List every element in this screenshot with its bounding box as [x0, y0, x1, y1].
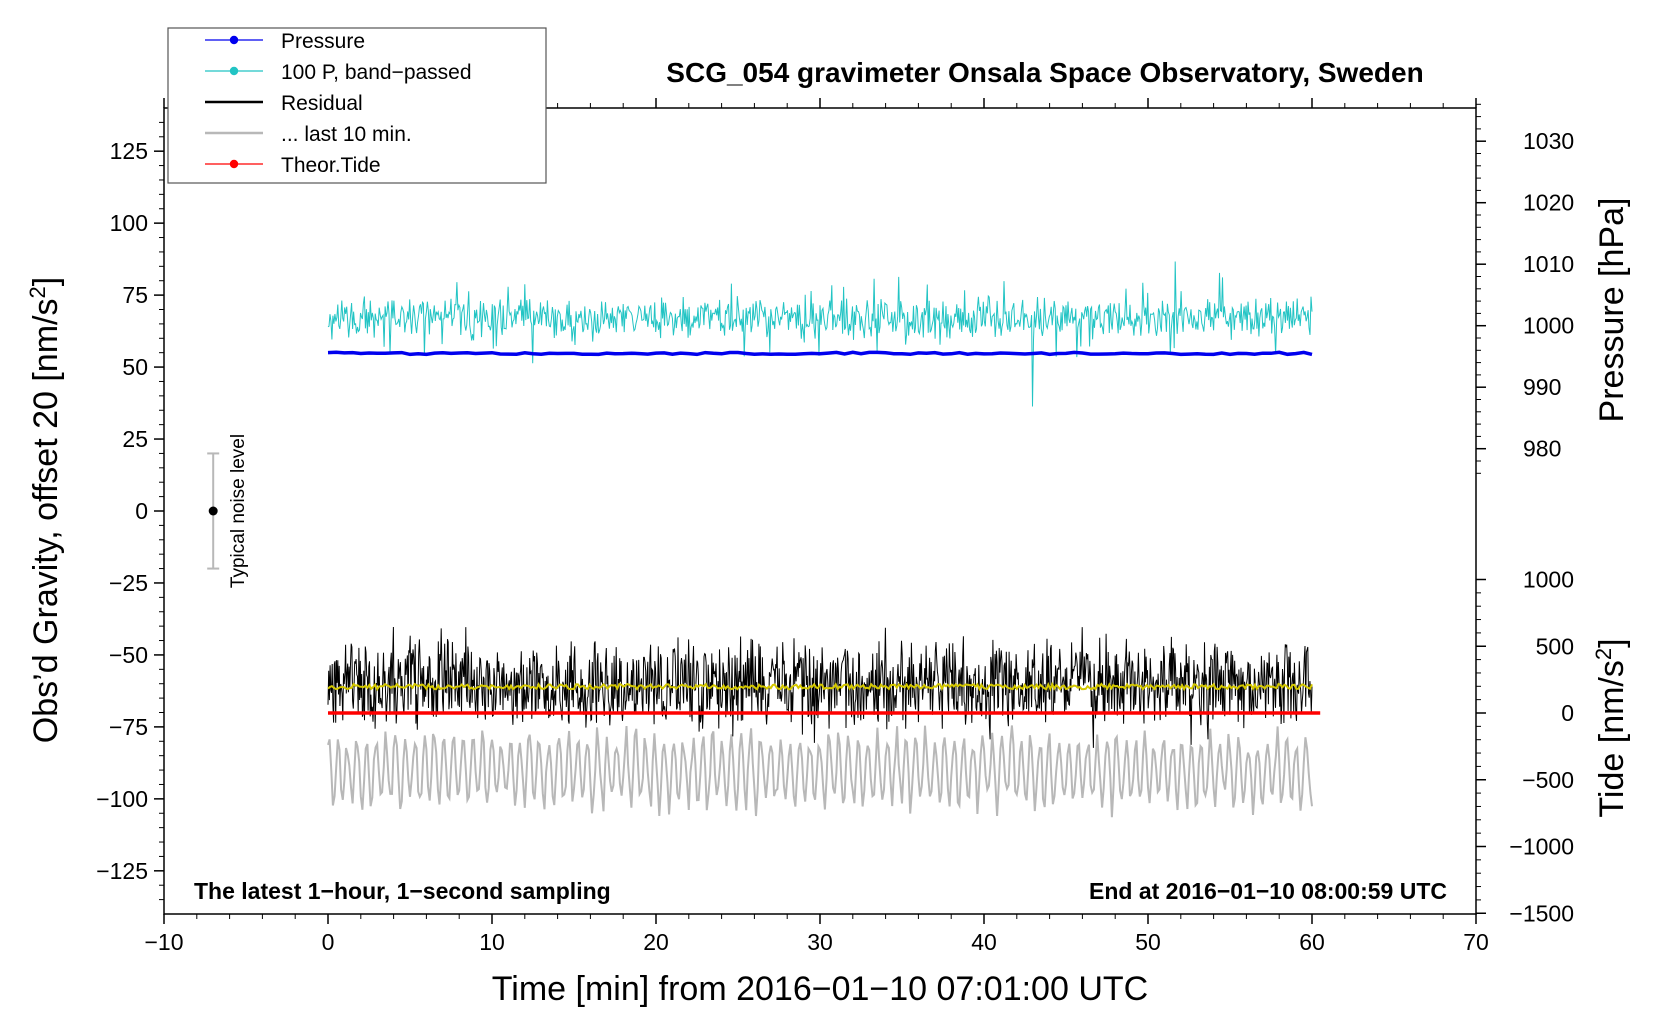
- y-tick-label: 75: [122, 282, 148, 308]
- series-band-passed-pressure: [327, 261, 1313, 407]
- x-tick-label: −10: [144, 929, 183, 955]
- y-tick-label: −50: [109, 642, 148, 668]
- chart-title: SCG_054 gravimeter Onsala Space Observat…: [666, 57, 1423, 88]
- legend: Pressure 100 P, band−passed Residual ... la…: [205, 30, 472, 177]
- x-tick-label: 60: [1299, 929, 1325, 955]
- y-tick-label: 125: [110, 138, 148, 164]
- legend-label: 100 P, band−passed: [281, 61, 472, 84]
- y-axis-title-tide: Tide [nm/s2]: [1591, 638, 1631, 817]
- y-axis-title-left-sup: 2: [25, 286, 50, 298]
- legend-marker: [229, 66, 239, 76]
- legend-label: ... last 10 min.: [281, 123, 412, 146]
- ticks-layer: −10 0 10 20 30 40 50 60 70−125−100−75−50−2502550…: [96, 98, 1574, 955]
- note-right: End at 2016−01−10 08:00:59 UTC: [1089, 878, 1447, 904]
- pressure-tick-label: 990: [1523, 374, 1561, 400]
- series-layer: [327, 261, 1321, 818]
- pressure-tick-label: 980: [1523, 436, 1561, 462]
- pressure-tick-label: 1010: [1523, 251, 1574, 277]
- series-residual-smoothed: [327, 681, 1313, 692]
- y-axis-title-left: Obs’d Gravity, offset 20 [nm/s2]: [25, 277, 65, 743]
- legend-marker: [229, 159, 239, 169]
- y-tick-label: −125: [96, 858, 148, 884]
- tide-tick-label: 1000: [1523, 567, 1574, 593]
- note-left: The latest 1−hour, 1−second sampling: [194, 878, 611, 904]
- y-axis-title-pressure: Pressure [hPa]: [1593, 198, 1631, 423]
- tide-tick-label: −1500: [1509, 900, 1574, 926]
- y-tick-label: −100: [96, 786, 148, 812]
- legend-label: Theor.Tide: [281, 154, 381, 177]
- x-tick-label: 0: [322, 929, 335, 955]
- pressure-tick-label: 1000: [1523, 313, 1574, 339]
- x-tick-label: 50: [1135, 929, 1161, 955]
- tide-tick-label: 0: [1561, 700, 1574, 726]
- y-tick-label: 100: [110, 210, 148, 236]
- legend-label: Residual: [281, 92, 363, 115]
- y-tick-label: −75: [109, 714, 148, 740]
- series-pressure: [327, 350, 1313, 357]
- y-tick-label: 50: [122, 354, 148, 380]
- legend-box: [167, 27, 547, 184]
- noise-bar-label: Typical noise level: [228, 434, 249, 588]
- tide-tick-label: 500: [1536, 633, 1574, 659]
- y-axis-title-tide-main: Tide [nm/s: [1593, 660, 1631, 817]
- tide-tick-label: −500: [1522, 767, 1574, 793]
- y-tick-label: 25: [122, 426, 148, 452]
- tide-tick-label: −1000: [1509, 834, 1574, 860]
- y-axis-title-left-end: ]: [27, 277, 65, 286]
- x-tick-label: 40: [971, 929, 997, 955]
- y-axis-title-tide-end: ]: [1593, 638, 1631, 647]
- y-axis-title-tide-sup: 2: [1591, 648, 1616, 660]
- x-tick-label: 30: [807, 929, 833, 955]
- pressure-tick-label: 1020: [1523, 190, 1574, 216]
- series-residual: [327, 626, 1313, 748]
- legend-label: Pressure: [281, 30, 365, 53]
- x-tick-label: 20: [643, 929, 669, 955]
- y-tick-label: 0: [135, 498, 148, 524]
- noise-bar-center-dot: [208, 506, 218, 516]
- x-tick-label: 70: [1463, 929, 1489, 955]
- y-tick-label: −25: [109, 570, 148, 596]
- legend-marker: [229, 35, 239, 45]
- pressure-tick-label: 1030: [1523, 128, 1574, 154]
- series-last-10-min: [327, 725, 1313, 818]
- y-axis-title-left-main: Obs’d Gravity, offset 20 [nm/s: [27, 299, 65, 744]
- x-tick-label: 10: [479, 929, 505, 955]
- x-axis-title: Time [min] from 2016−01−10 07:01:00 UTC: [492, 970, 1148, 1008]
- noise-level-indicator: Typical noise level: [207, 434, 249, 588]
